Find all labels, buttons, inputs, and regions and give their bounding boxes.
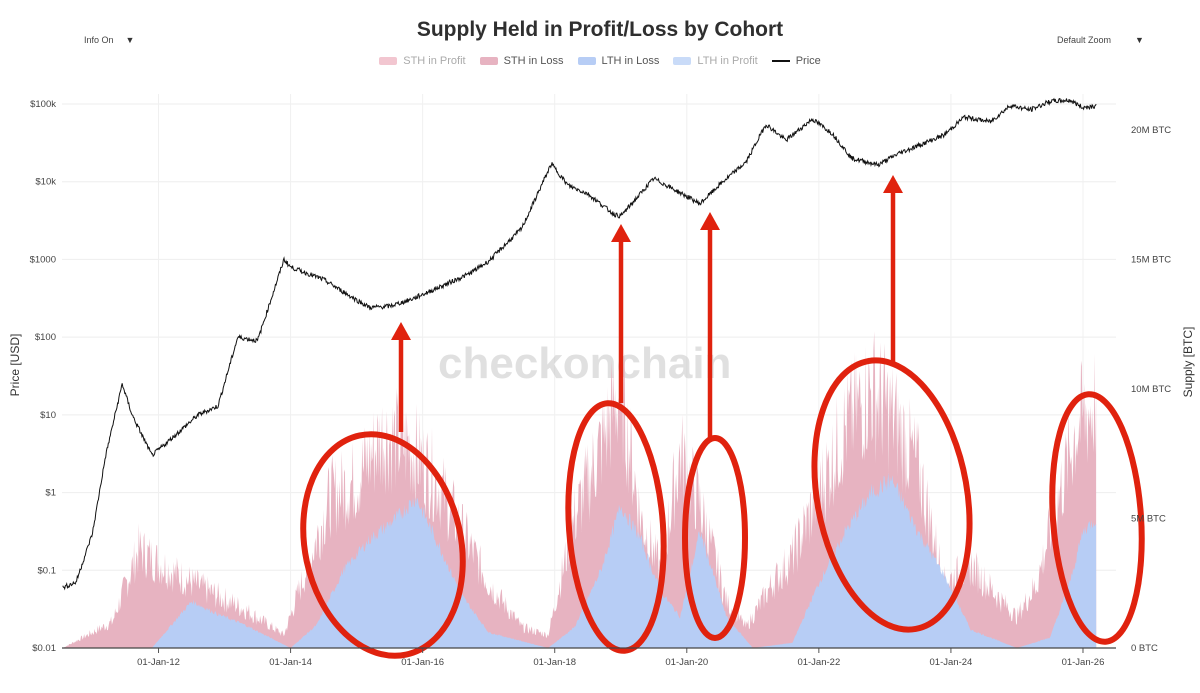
annotation-ellipse: [565, 400, 667, 654]
legend-label: LTH in Profit: [697, 55, 758, 67]
annotation-ellipse: [682, 435, 748, 641]
axes: $0.01 $0.1 $1 $10 $100 $1000 $10k $100k 0 BTC 5M …: [30, 99, 1172, 668]
legend-label: LTH in Loss: [601, 55, 660, 67]
y-left-tick-label: $1000: [30, 254, 56, 265]
legend-label: STH in Profit: [403, 55, 466, 67]
y-right-tick-label: 10M BTC: [1131, 384, 1171, 395]
x-tick-label: 01-Jan-26: [1062, 657, 1105, 668]
y-right-tick-label: 20M BTC: [1131, 125, 1171, 136]
y-left-tick-label: $10: [40, 410, 56, 421]
chevron-down-icon: ▼: [125, 35, 135, 45]
y-axis-right-title: Supply [BTC]: [1181, 327, 1195, 398]
legend-swatch: [479, 57, 498, 65]
y-left-tick-label: $100k: [30, 99, 56, 110]
x-tick-label: 01-Jan-16: [401, 657, 444, 668]
annotation-ellipse: [811, 357, 973, 633]
annotation-arrow-head: [700, 212, 720, 230]
y-right-tick-label: 0 BTC: [1131, 643, 1158, 654]
legend-swatch: [673, 57, 692, 65]
lth-in-loss-area: [62, 472, 1097, 648]
watermark: checkonchain: [438, 339, 731, 388]
y-left-tick-label: $10k: [35, 177, 56, 188]
annotation-ellipse: [1049, 391, 1145, 645]
chart-title: Supply Held in Profit/Loss by Cohort: [416, 18, 784, 41]
y-right-tick-label: 15M BTC: [1131, 254, 1171, 265]
x-tick-label: 01-Jan-12: [137, 657, 180, 668]
info-toggle-label: Info On: [84, 35, 114, 45]
x-tick-label: 01-Jan-14: [269, 657, 312, 668]
legend-item-sth-loss[interactable]: STH in Loss: [479, 55, 564, 67]
legend-swatch: [771, 60, 790, 62]
y-left-tick-label: $0.01: [32, 643, 56, 654]
annotations: [300, 175, 1145, 659]
legend-label: Price: [795, 55, 821, 67]
legend-swatch: [577, 57, 596, 65]
legend-item-price[interactable]: Price: [771, 55, 821, 67]
x-tick-label: 01-Jan-24: [930, 657, 973, 668]
chevron-down-icon: ▼: [1135, 35, 1144, 45]
legend-label: STH in Loss: [503, 55, 564, 67]
annotation-arrow-head: [391, 322, 411, 340]
info-toggle-dropdown[interactable]: Info On ▼: [84, 32, 134, 48]
price-line: [62, 97, 1097, 591]
price-series: [62, 97, 1097, 591]
legend-item-sth-profit[interactable]: STH in Profit: [379, 55, 466, 67]
legend: STH in Profit STH in Loss LTH in Loss LT…: [0, 55, 1200, 67]
annotation-ellipse: [300, 431, 466, 659]
legend-swatch: [379, 57, 398, 65]
y-left-tick-label: $1: [45, 488, 56, 499]
legend-item-lth-loss[interactable]: LTH in Loss: [577, 55, 660, 67]
x-tick-label: 01-Jan-20: [665, 657, 708, 668]
y-axis-left-title: Price [USD]: [8, 334, 22, 397]
x-tick-label: 01-Jan-18: [533, 657, 576, 668]
annotation-arrow-head: [611, 224, 631, 242]
legend-item-lth-profit[interactable]: LTH in Profit: [673, 55, 758, 67]
x-tick-label: 01-Jan-22: [797, 657, 840, 668]
zoom-dropdown[interactable]: Default Zoom ▼: [1057, 32, 1144, 48]
annotation-arrow-head: [883, 175, 903, 193]
y-left-tick-label: $0.1: [38, 565, 57, 576]
y-left-tick-label: $100: [35, 332, 56, 343]
zoom-label: Default Zoom: [1057, 35, 1112, 45]
y-right-tick-label: 5M BTC: [1131, 513, 1166, 524]
